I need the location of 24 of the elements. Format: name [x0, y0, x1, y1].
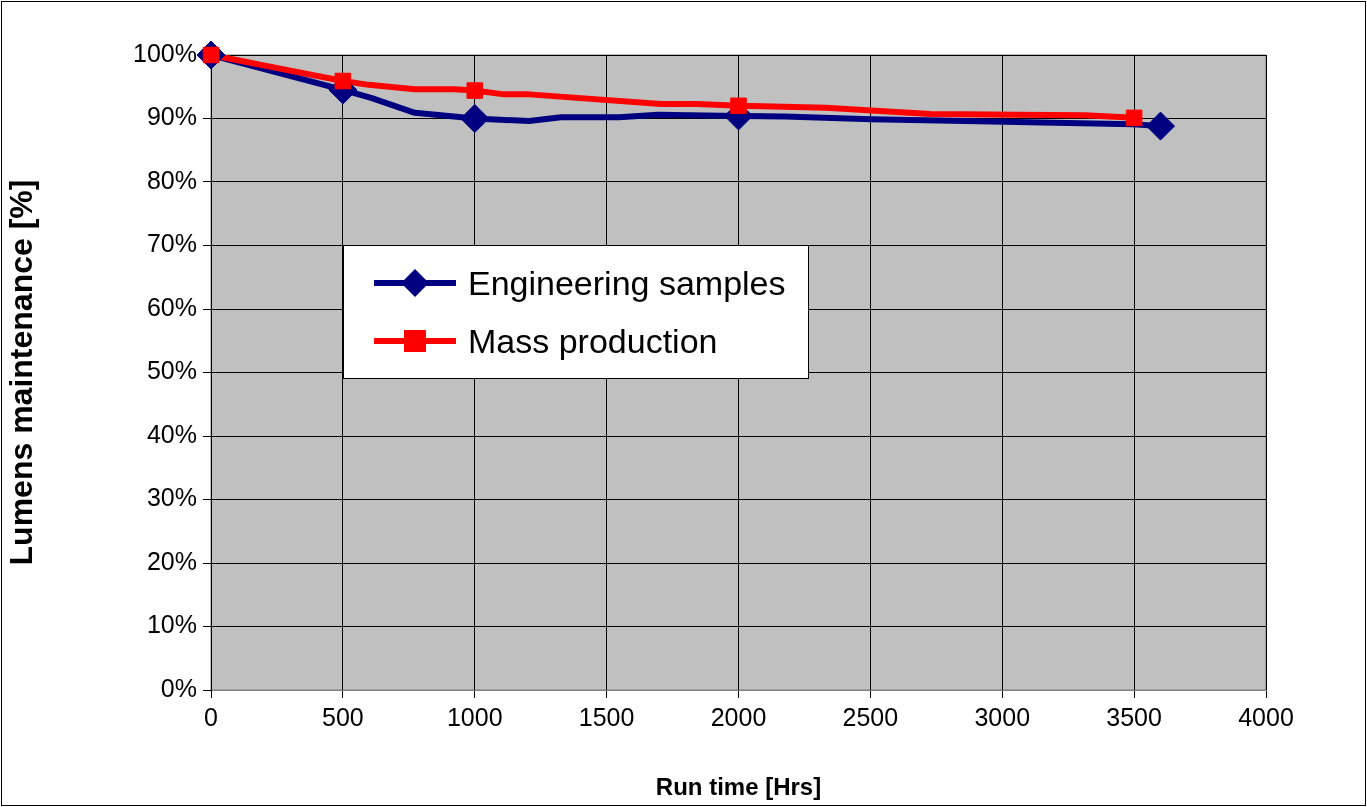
y-tick-label: 10%: [146, 610, 197, 639]
y-tick-label: 50%: [146, 356, 197, 385]
legend-label: Engineering samples: [468, 263, 786, 303]
x-tick-label: 1500: [578, 702, 635, 731]
y-tick-label: 40%: [146, 419, 197, 448]
x-tick-label: 3000: [974, 702, 1031, 731]
y-tick-label: 100%: [133, 38, 197, 67]
y-tick-label: 20%: [146, 546, 197, 575]
x-tick-label: 0: [204, 702, 218, 731]
x-tick-label: 2000: [710, 702, 767, 731]
x-axis-title: Run time [Hrs]: [655, 773, 822, 801]
y-axis-title: Lumens maintenance [%]: [3, 179, 40, 566]
x-tick-label: 3500: [1106, 702, 1162, 731]
y-tick-label: 80%: [146, 165, 197, 194]
x-tick-label: 500: [322, 702, 364, 731]
x-tick-label: 4000: [1238, 702, 1294, 731]
y-tick-label: 70%: [146, 229, 197, 258]
y-tick-label: 60%: [146, 292, 197, 321]
y-tick-label: 90%: [146, 102, 197, 131]
y-tick-label: 0%: [160, 673, 197, 702]
x-tick-label: 1000: [446, 702, 503, 731]
legend-label: Mass production: [468, 321, 718, 361]
x-tick-label: 2500: [842, 702, 899, 731]
y-tick-label: 30%: [146, 483, 197, 512]
